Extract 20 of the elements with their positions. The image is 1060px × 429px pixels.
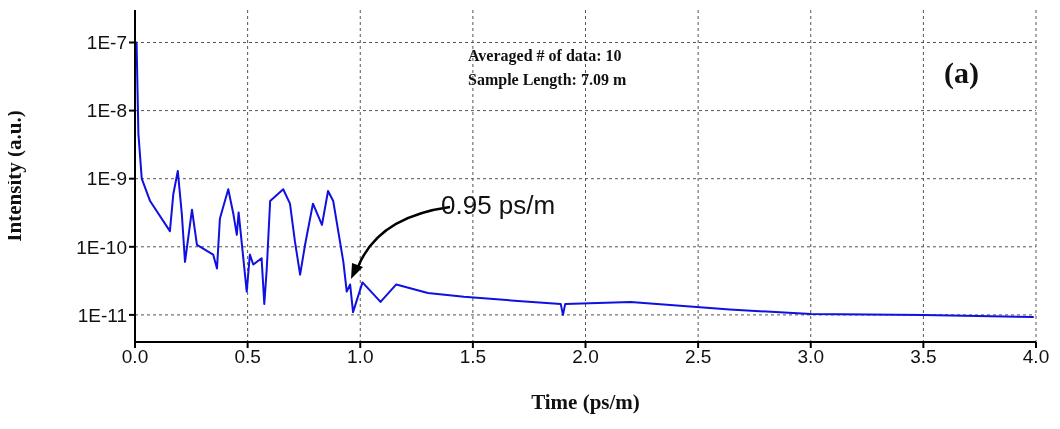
x-axis-title: Time (ps/m): [530, 390, 641, 415]
y-tick-label: 1E-11: [77, 304, 127, 326]
annotation: (a): [944, 56, 979, 90]
x-tick-label: 1.0: [347, 346, 374, 368]
line-series: [135, 41, 1035, 319]
x-tick-label: 2.5: [684, 346, 712, 368]
y-tick-label: 1E-8: [86, 100, 127, 122]
x-tick-label: 3.0: [797, 346, 824, 368]
annotation: Sample Length: 7.09 m: [468, 70, 627, 91]
y-tick-label: 1E-7: [86, 32, 127, 54]
annotation: 0.95 ps/m: [441, 190, 556, 221]
x-tick-label: 0.5: [234, 346, 261, 368]
x-tick-label: 0.0: [121, 346, 149, 368]
y-tick-label: 1E-10: [76, 236, 127, 258]
x-tick-label: 3.5: [910, 346, 937, 368]
y-tick-label: 1E-9: [86, 168, 127, 190]
x-tick-label: 4.0: [1022, 346, 1050, 368]
x-tick-label: 1.5: [459, 346, 487, 368]
x-tick-label: 2.0: [572, 346, 599, 368]
annotation: Averaged # of data: 10: [468, 46, 623, 67]
